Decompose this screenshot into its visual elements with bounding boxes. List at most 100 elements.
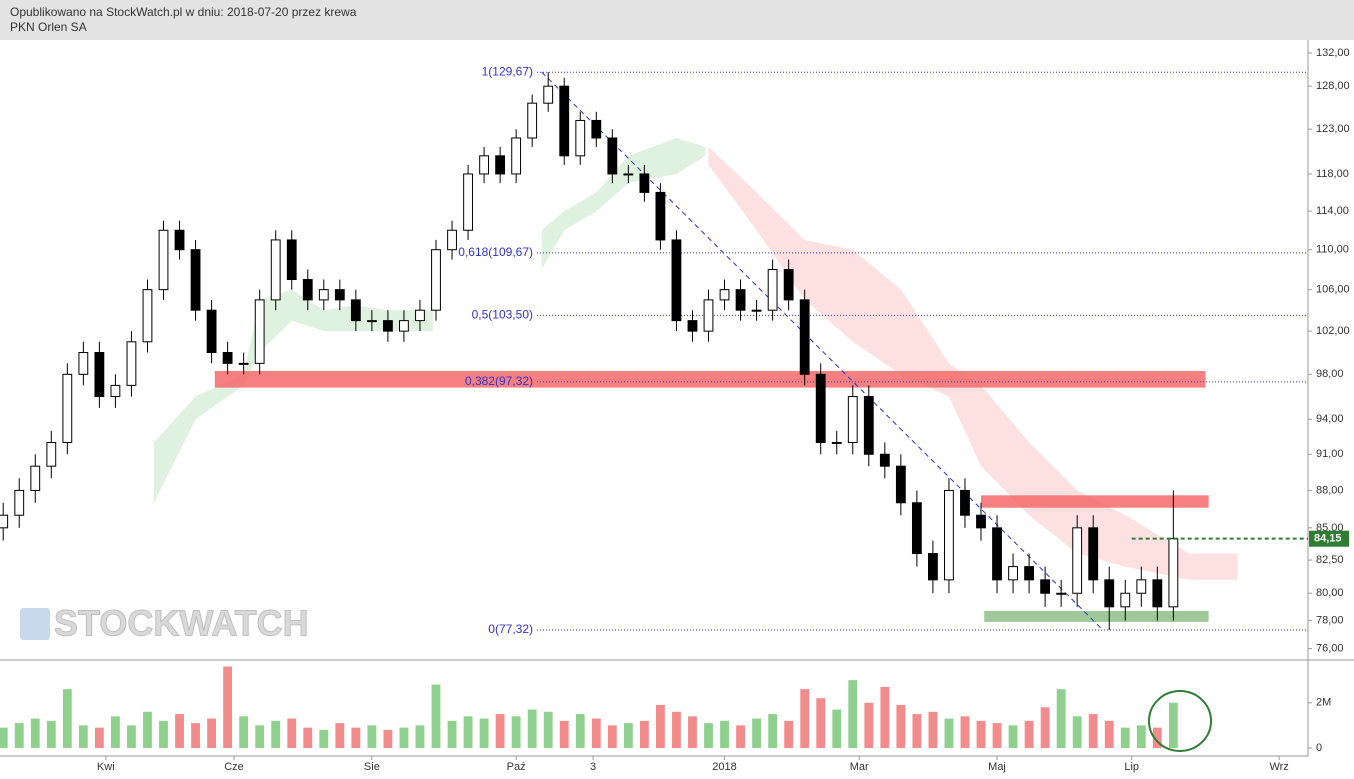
volume-bar <box>1136 725 1146 748</box>
candle-body <box>607 137 618 175</box>
candle-body <box>254 299 265 364</box>
x-tick-label: Paź <box>507 761 526 773</box>
y-tick-label: 80,00 <box>1316 587 1344 599</box>
candle-body <box>1168 538 1179 608</box>
y-tick-label: 128,00 <box>1316 80 1350 92</box>
y-tick-label: 82,50 <box>1316 554 1344 566</box>
x-tick-label: Sie <box>364 761 380 773</box>
last-price-box <box>1309 530 1349 547</box>
candle-body <box>655 191 666 241</box>
x-tick-label: 2018 <box>712 761 736 773</box>
volume-bar <box>1120 727 1130 748</box>
candle-body <box>1120 592 1131 608</box>
volume-bar <box>800 689 810 748</box>
volume-bar <box>864 702 874 748</box>
candle-body <box>1152 579 1163 608</box>
volume-bar <box>1040 707 1050 748</box>
candle-body <box>399 320 409 332</box>
candle-body <box>831 441 842 444</box>
volume-bar <box>1072 716 1082 748</box>
candle-body <box>94 352 105 398</box>
fib-label: 0,5(103,50) <box>472 308 533 322</box>
candle-body <box>495 155 506 175</box>
volume-bar <box>575 714 585 748</box>
ichimoku-cloud <box>541 137 706 270</box>
volume-bar <box>78 725 88 748</box>
volume-bar <box>383 729 393 748</box>
volume-bar <box>447 720 457 748</box>
volume-bar <box>992 723 1002 748</box>
volume-bar <box>752 718 761 748</box>
candle-body <box>639 173 650 193</box>
volume-bar <box>319 729 329 748</box>
volume-bar <box>62 689 72 748</box>
y-tick-label: 106,00 <box>1316 284 1350 296</box>
volume-bar <box>720 720 729 748</box>
highlight-circle <box>1148 690 1212 752</box>
x-tick-label: 3 <box>590 761 596 773</box>
header-band <box>0 0 1354 40</box>
candle-body <box>703 299 714 332</box>
zone <box>984 610 1209 622</box>
candle-body <box>447 229 457 251</box>
volume-bar <box>559 720 569 748</box>
volume-bar <box>255 725 265 748</box>
candle-body <box>1024 566 1034 581</box>
y-tick-label: 88,00 <box>1316 484 1344 496</box>
x-tick-label: Maj <box>988 761 1006 773</box>
candle-body <box>992 527 1002 581</box>
volume-bar <box>46 720 56 748</box>
volume-bar <box>271 720 281 748</box>
volume-bar <box>1024 720 1034 748</box>
candle-body <box>110 384 121 398</box>
candle-body <box>479 155 489 175</box>
candle-body <box>863 396 874 455</box>
candle-body <box>575 119 586 157</box>
volume-bar <box>768 714 778 748</box>
candle-body <box>895 465 906 504</box>
volume-bar <box>207 718 216 748</box>
background-layer <box>153 71 1308 631</box>
fib-label: 0(77,32) <box>488 622 533 636</box>
candle-body <box>1008 566 1018 581</box>
volume-bar <box>688 716 697 748</box>
logo-icon <box>20 608 50 640</box>
candle-body <box>415 309 425 322</box>
candle-body <box>206 309 217 354</box>
candle-body <box>767 268 778 311</box>
volume-bar <box>94 727 104 748</box>
x-tick-label: Wrz <box>1269 761 1288 773</box>
volume-bar <box>287 718 297 748</box>
candle-body <box>431 249 441 311</box>
ichimoku-cloud <box>708 146 1238 580</box>
candle-body <box>238 362 249 365</box>
candle-body <box>1136 579 1147 594</box>
candle-body <box>334 289 345 301</box>
candle-body <box>174 229 185 251</box>
candle-body <box>799 299 810 375</box>
candle-body <box>559 85 570 157</box>
volume-bar <box>944 718 954 748</box>
volume-bar <box>239 716 249 748</box>
candle-body <box>270 239 281 301</box>
fib-label: 0,382(97,32) <box>465 374 533 388</box>
x-tick-label: Cze <box>224 761 244 773</box>
candle-body <box>960 489 970 516</box>
candle-body <box>1104 579 1115 608</box>
candle-body <box>222 352 233 364</box>
volume-bar <box>591 718 601 748</box>
volume-bar <box>0 727 8 748</box>
volume-bar <box>175 714 184 748</box>
volume-bar <box>14 723 24 748</box>
volume-bar <box>30 718 40 748</box>
candle-body <box>302 279 313 301</box>
candle-body <box>735 289 746 311</box>
volume-bar <box>896 705 906 748</box>
candle-body <box>847 396 858 443</box>
volume-bar <box>607 725 617 748</box>
x-tick-label: Lip <box>1124 761 1139 773</box>
candle-body <box>911 502 922 555</box>
candle-body <box>366 320 377 323</box>
foreground-layer: 132,00 128,00 123,00 118,00 114,00 110,00 106,… <box>0 47 1350 773</box>
candle-body <box>879 453 890 467</box>
